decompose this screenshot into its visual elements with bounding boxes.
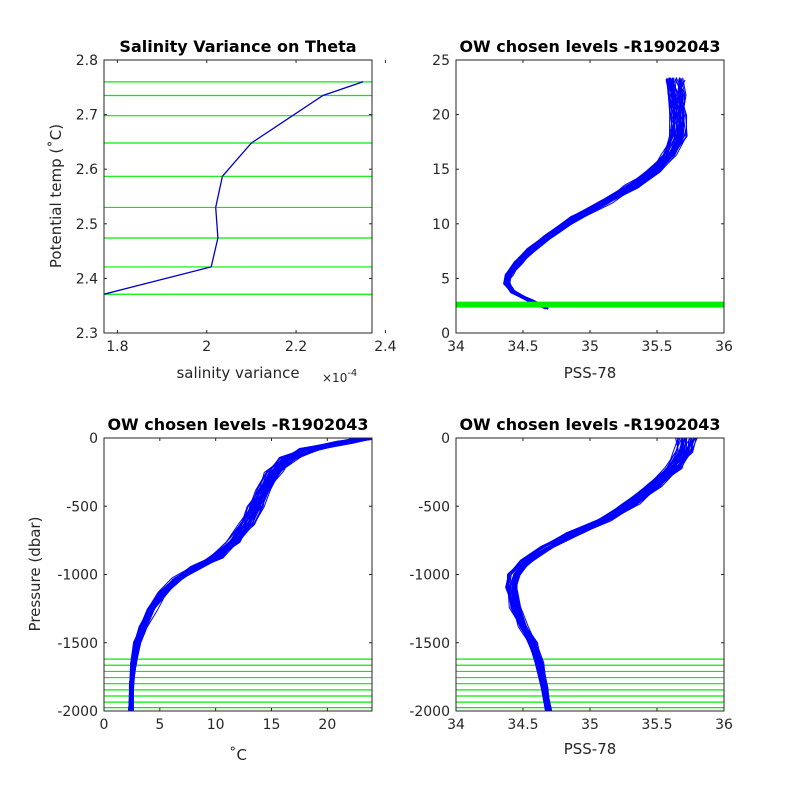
panel1-plot: 1.8 2 2.2 2.4 2.3 2.4 2.5 2.6 2.7 2.8 bbox=[76, 53, 397, 355]
panel2-ytick-label: 15 bbox=[432, 162, 450, 178]
panel2-profile-line bbox=[508, 79, 683, 308]
panel-salinity-variance: Salinity Variance on Theta 1.8 2 2.2 2.4 2.3… bbox=[47, 37, 397, 385]
panel4-profile-line bbox=[508, 438, 692, 711]
panel4-data-area bbox=[456, 438, 724, 711]
panel3-ytick-label: 0 bbox=[89, 431, 98, 447]
panel4-plot: 34 34.5 35 35.5 36 -2000 -1500 -1000 -500 0 bbox=[409, 431, 733, 733]
panel4-profile-line bbox=[507, 438, 681, 711]
panel1-xtick-label: 2 bbox=[202, 339, 211, 355]
panel4-ytick-label: -2000 bbox=[409, 704, 450, 720]
panel4-xtick-label: 35.5 bbox=[641, 717, 672, 733]
panel2-plot: 34 34.5 35 35.5 36 0 5 10 15 20 25 bbox=[432, 53, 733, 355]
panel3-xtick-label: 15 bbox=[263, 717, 281, 733]
panel2-xtick-label: 36 bbox=[715, 339, 733, 355]
panel3-xtick-label: 20 bbox=[318, 717, 336, 733]
panel1-xtick-label: 2.4 bbox=[374, 339, 396, 355]
panel2-ytick-label: 10 bbox=[432, 217, 450, 233]
panel4-ytick-label: 0 bbox=[441, 431, 450, 447]
panel4-ytick-label: -1500 bbox=[409, 636, 450, 652]
panel3-profile-line bbox=[130, 438, 368, 710]
panel1-x-exponent-base: ×10 bbox=[322, 371, 347, 385]
panel4-ytick-label: -500 bbox=[418, 499, 450, 515]
panel1-ylabel: Potential temp (˚C) bbox=[47, 124, 65, 268]
panel3-profile-line bbox=[130, 438, 366, 711]
panel3-ytick-label: -1500 bbox=[57, 636, 98, 652]
panel2-xtick-label: 35 bbox=[581, 339, 599, 355]
panel2-title: OW chosen levels -R1902043 bbox=[459, 37, 720, 56]
panel1-ytick-label: 2.5 bbox=[76, 217, 98, 233]
panel2-ytick-label: 20 bbox=[432, 108, 450, 124]
panel1-xtick-label: 2.2 bbox=[285, 339, 307, 355]
panel-salinity-theta: OW chosen levels -R1902043 34 34.5 35 35.5 3… bbox=[432, 37, 733, 382]
panel4-xtick-label: 36 bbox=[715, 717, 733, 733]
panel1-ytick-label: 2.6 bbox=[76, 162, 98, 178]
panel1-xlabel: salinity variance bbox=[176, 364, 299, 382]
panel4-axes-bg bbox=[456, 438, 724, 711]
panel1-data-area bbox=[104, 81, 372, 295]
panel4-xlabel: PSS-78 bbox=[564, 740, 617, 758]
panel2-xtick-label: 35.5 bbox=[641, 339, 672, 355]
panel3-ytick-label: -1000 bbox=[57, 568, 98, 584]
panel3-title: OW chosen levels -R1902043 bbox=[107, 415, 368, 434]
panel3-plot: 0 5 10 15 20 -2000 -1500 -1000 -500 0 bbox=[57, 431, 373, 733]
panel-temperature-pressure: OW chosen levels -R1902043 0 5 10 15 20 -2000… bbox=[26, 415, 373, 764]
panel2-xtick-label: 34 bbox=[447, 339, 465, 355]
panel3-xtick-label: 10 bbox=[207, 717, 225, 733]
panel2-xlabel: PSS-78 bbox=[564, 364, 617, 382]
panel1-axes-frame bbox=[103, 59, 373, 334]
panel2-ytick-label: 5 bbox=[441, 271, 450, 287]
panel1-series-line bbox=[104, 81, 364, 295]
panel1-ytick-label: 2.3 bbox=[76, 326, 98, 342]
panel4-xtick-label: 34.5 bbox=[507, 717, 538, 733]
panel2-profile-line bbox=[503, 78, 676, 308]
panel3-ylabel: Pressure (dbar) bbox=[26, 517, 44, 632]
panel2-ytick-label: 0 bbox=[441, 326, 450, 342]
panel1-x-exponent: ×10-4 bbox=[322, 368, 357, 385]
panel3-xtick-label: 0 bbox=[100, 717, 109, 733]
panel4-xtick-label: 35 bbox=[581, 717, 599, 733]
panel-salinity-pressure: OW chosen levels -R1902043 34 34.5 35 35.5 3… bbox=[409, 415, 733, 758]
panel3-xlabel: ˚C bbox=[229, 746, 247, 764]
panel1-axes-bg bbox=[104, 60, 372, 333]
panel2-ytick-label: 25 bbox=[432, 53, 450, 69]
panel3-ytick-label: -2000 bbox=[57, 704, 98, 720]
panel3-ytick-label: -500 bbox=[66, 499, 98, 515]
panel3-data-area bbox=[104, 438, 372, 711]
panel1-x-exponent-power: -4 bbox=[347, 368, 357, 379]
panel1-ytick-label: 2.8 bbox=[76, 53, 98, 69]
panel1-xtick-label: 1.8 bbox=[106, 339, 128, 355]
panel2-profile-line bbox=[504, 78, 678, 309]
panel4-title: OW chosen levels -R1902043 bbox=[459, 415, 720, 434]
panel4-ytick-label: -1000 bbox=[409, 568, 450, 584]
panel3-xtick-label: 5 bbox=[155, 717, 164, 733]
panel1-ytick-label: 2.4 bbox=[76, 271, 98, 287]
panel3-profile-line bbox=[131, 438, 372, 711]
panel1-ytick-label: 2.7 bbox=[76, 108, 98, 124]
panel2-xtick-label: 34.5 bbox=[507, 339, 538, 355]
panel3-profile-line bbox=[128, 438, 364, 711]
panel1-title: Salinity Variance on Theta bbox=[119, 37, 356, 56]
panel4-xtick-label: 34 bbox=[447, 717, 465, 733]
panel3-axes-bg bbox=[104, 438, 372, 711]
panel2-data-area bbox=[456, 77, 724, 310]
